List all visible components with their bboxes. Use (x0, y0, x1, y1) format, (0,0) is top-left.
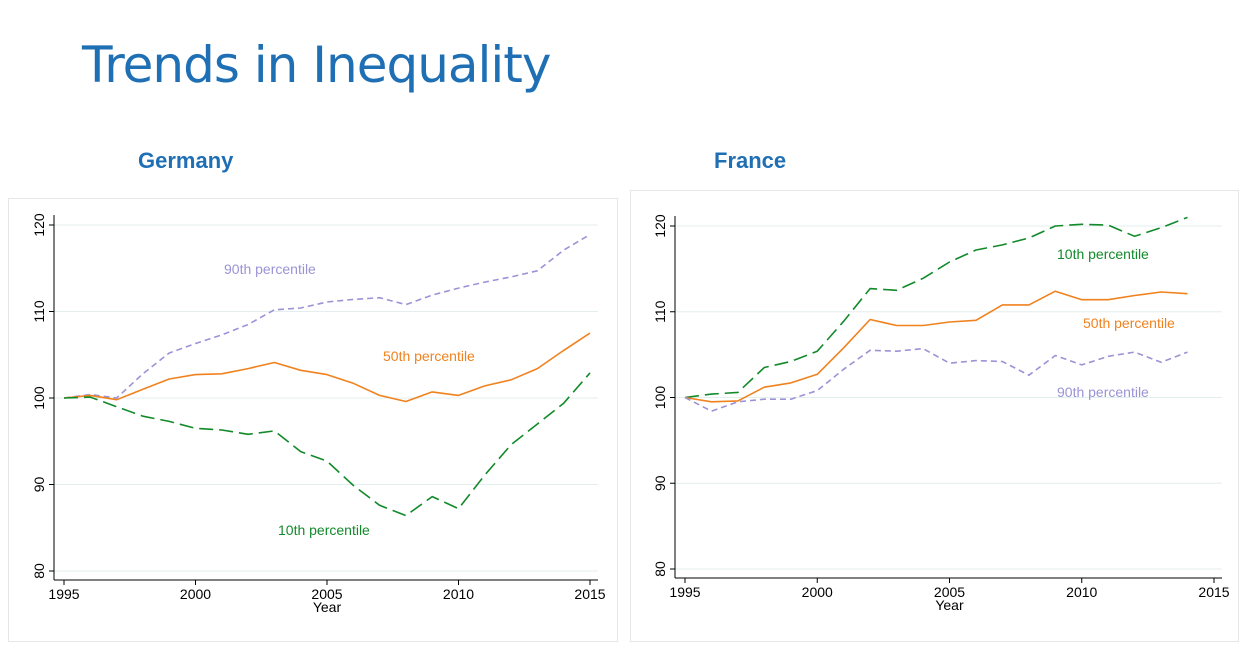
france-x-axis-title: Year (935, 597, 964, 613)
germany-y-tick-label: 110 (31, 300, 47, 323)
france-x-tick-label: 2005 (934, 584, 965, 600)
germany-y-tick-label: 100 (31, 386, 47, 410)
france-y-tick-label: 90 (652, 475, 668, 491)
france-y-tick-label: 120 (652, 214, 668, 238)
france-series-10th-percentile (684, 216, 1188, 399)
germany-x-tick-label: 2010 (443, 586, 474, 602)
germany-chart: 80 90 100 110 120 1995 2000 2005 2010 2015 Year 90t… (31, 213, 606, 615)
germany-chart-panel: 80 90 100 110 120 1995 2000 2005 2010 2015 Year 90t… (8, 198, 618, 642)
germany-x-tick-label: 2005 (311, 586, 342, 602)
germany-x-tick-label: 1995 (48, 586, 79, 602)
france-series-label-50th-percentile: 50th percentile (1083, 315, 1175, 331)
france-x-tick-label: 2000 (802, 584, 833, 600)
france-series-label-90th-percentile: 90th percentile (1057, 384, 1149, 400)
germany-series-10th-percentile (63, 372, 591, 517)
france-y-tick-label: 110 (652, 300, 668, 323)
germany-chart-title: Germany (138, 148, 234, 173)
germany-x-tick-label: 2015 (574, 586, 605, 602)
france-y-tick-label: 100 (652, 386, 668, 410)
france-series-label-10th-percentile: 10th percentile (1057, 246, 1149, 262)
france-y-tick-label: 80 (652, 561, 668, 577)
france-x-tick-label: 1995 (669, 584, 700, 600)
germany-x-tick-label: 2000 (180, 586, 211, 602)
france-series-50th-percentile (684, 290, 1188, 403)
germany-series-90th-percentile (63, 233, 591, 399)
germany-x-axis-title: Year (313, 599, 342, 615)
germany-series-50th-percentile (63, 332, 591, 403)
germany-y-tick-label: 120 (31, 213, 47, 237)
france-chart-panel: 80 90 100 110 120 1995 2000 2005 2010 2015 Year 10t… (630, 190, 1239, 642)
germany-y-tick-label: 80 (31, 563, 47, 579)
france-chart-title: France (714, 148, 787, 173)
germany-y-tick-label: 90 (31, 477, 47, 493)
germany-series-label-10th-percentile: 10th percentile (278, 522, 370, 538)
france-x-tick-label: 2015 (1198, 584, 1229, 600)
france-series-90th-percentile (684, 347, 1188, 412)
france-x-tick-label: 2010 (1066, 584, 1097, 600)
france-chart: 80 90 100 110 120 1995 2000 2005 2010 2015 Year 10t… (652, 214, 1230, 613)
germany-series-label-90th-percentile: 90th percentile (224, 261, 316, 277)
page-title: Trends in Inequality (82, 36, 552, 94)
germany-series-label-50th-percentile: 50th percentile (383, 348, 475, 364)
